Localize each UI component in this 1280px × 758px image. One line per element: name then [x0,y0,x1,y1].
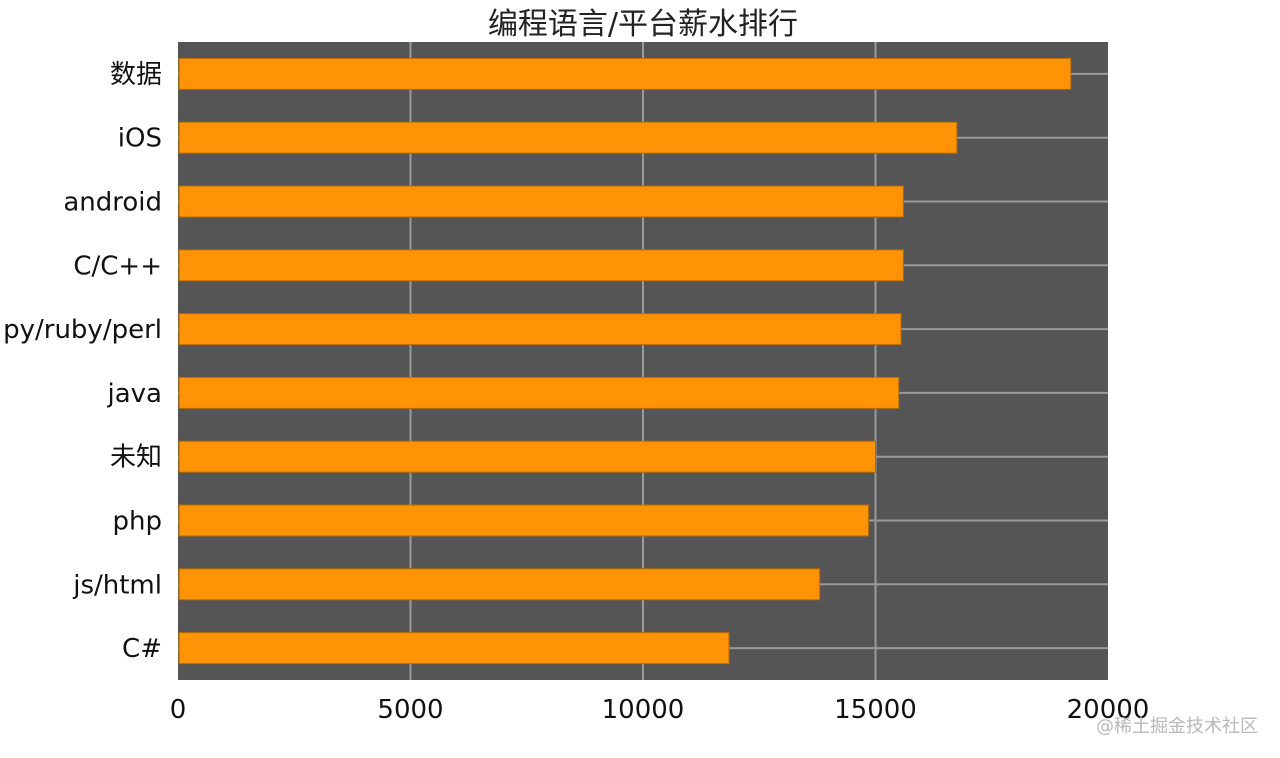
x-tick-labels: 0 5000 10000 15000 20000 [170,695,1150,725]
bar [178,632,730,665]
x-tick-label: 15000 [834,695,917,725]
bar [178,376,900,409]
bar [178,440,876,473]
category-label: java [107,379,162,409]
category-label: php [113,507,163,537]
x-tick-label: 0 [170,695,187,725]
bar [178,121,958,154]
bar [178,313,902,346]
category-label: android [63,188,162,218]
bar [178,57,1072,90]
x-tick-label: 5000 [377,695,443,725]
category-labels: 数据 iOS android C/C++ py/ruby/perl java 未知 php js… [3,60,162,664]
x-tick-label: 20000 [1067,695,1150,725]
watermark: @稀土掘金技术社区 [1096,716,1258,737]
category-label: 未知 [110,443,162,473]
bar [178,504,870,537]
bars [178,57,1072,665]
category-label: C# [122,634,162,664]
x-tick-label: 10000 [602,695,685,725]
category-label: iOS [118,124,162,154]
bar [178,249,904,282]
bar [178,568,821,601]
chart-title: 编程语言/平台薪水排行 [488,7,798,42]
category-label: 数据 [110,60,162,90]
category-label: py/ruby/perl [3,315,162,345]
category-label: js/html [72,570,162,600]
bar [178,185,904,218]
category-label: C/C++ [73,251,162,281]
